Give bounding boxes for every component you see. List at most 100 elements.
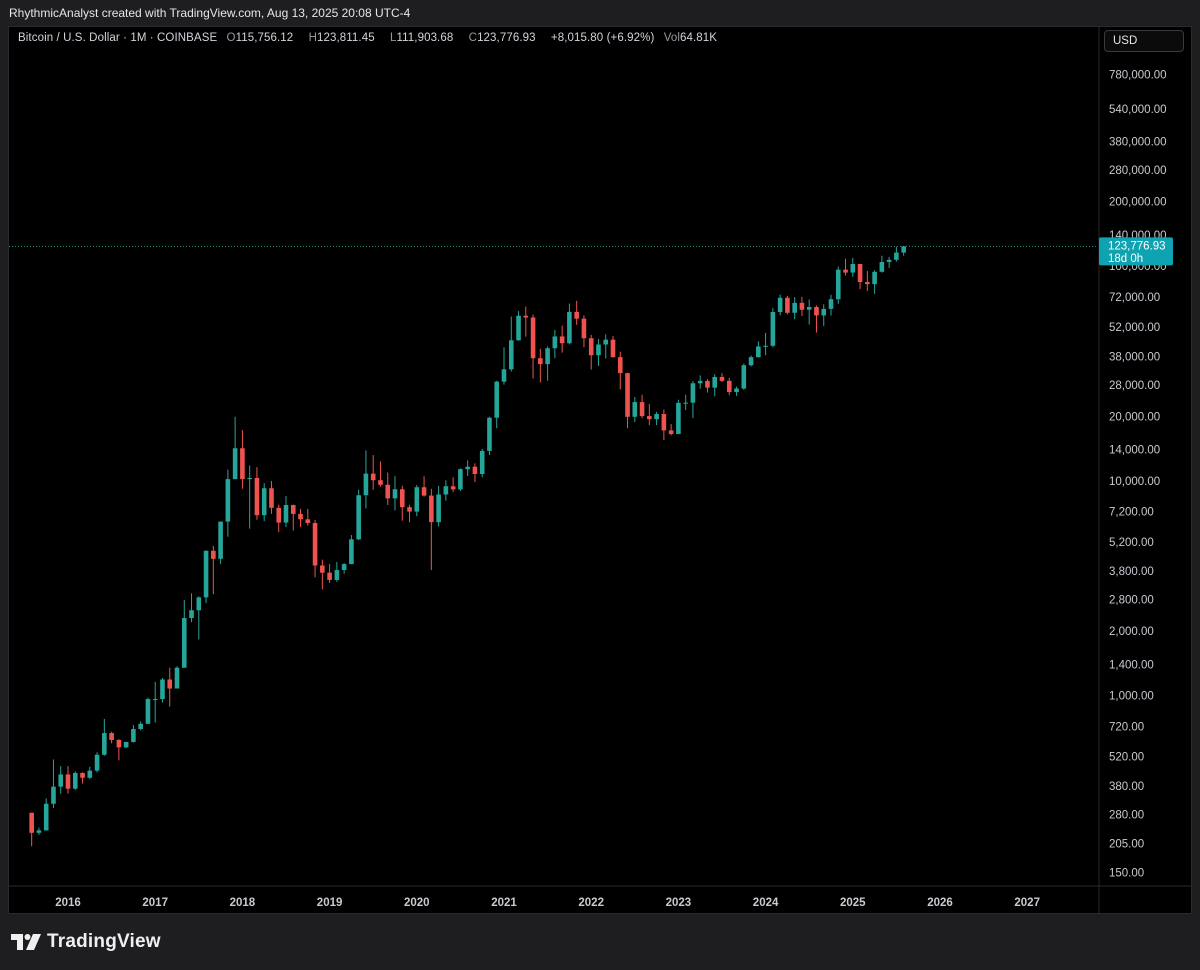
candle-body bbox=[167, 679, 173, 689]
candle bbox=[828, 294, 834, 316]
candle-body bbox=[545, 348, 550, 365]
candle bbox=[138, 721, 143, 731]
candle bbox=[625, 372, 630, 429]
chart-frame[interactable] bbox=[8, 26, 1192, 914]
candle-body bbox=[80, 772, 85, 778]
price-axis-tick: 3,800.00 bbox=[1109, 566, 1154, 578]
candle-body bbox=[552, 336, 558, 349]
candle bbox=[72, 771, 78, 790]
tradingview-logo-icon bbox=[11, 934, 41, 950]
candle bbox=[516, 311, 521, 341]
candle bbox=[639, 394, 645, 419]
candle-body bbox=[43, 803, 49, 831]
candle-body bbox=[806, 306, 812, 310]
candle-body bbox=[654, 414, 659, 420]
candle bbox=[901, 246, 906, 256]
candle-body bbox=[429, 495, 434, 523]
candle bbox=[305, 509, 311, 526]
candle-body bbox=[559, 336, 565, 344]
candle bbox=[545, 346, 550, 381]
time-axis-tick: 2024 bbox=[753, 897, 779, 909]
candle bbox=[109, 731, 114, 744]
candle-body bbox=[712, 376, 718, 388]
candle bbox=[429, 488, 434, 570]
last-price-value: 123,776.93 bbox=[1108, 240, 1166, 252]
candle bbox=[501, 347, 507, 385]
candle-body bbox=[676, 402, 681, 434]
candle-body bbox=[181, 618, 187, 668]
candle-body bbox=[131, 728, 136, 742]
candle-body bbox=[705, 380, 710, 388]
brand-name: TradingView bbox=[47, 931, 161, 952]
candle bbox=[843, 258, 848, 276]
candle bbox=[232, 416, 238, 480]
candle bbox=[225, 469, 231, 537]
candle-body bbox=[160, 679, 165, 700]
candle bbox=[29, 812, 34, 847]
candle-body bbox=[886, 259, 892, 263]
candle bbox=[617, 351, 623, 390]
price-axis-tick: 720.00 bbox=[1109, 721, 1144, 733]
price-axis-tick: 2,000.00 bbox=[1109, 626, 1154, 638]
candle-body bbox=[109, 733, 114, 741]
candle bbox=[865, 271, 870, 292]
price-axis-tick: 205.00 bbox=[1109, 839, 1144, 851]
candle-body bbox=[726, 380, 732, 393]
candle bbox=[356, 489, 361, 541]
symbol-description[interactable]: Bitcoin / U.S. Dollar · 1M · COINBASE bbox=[18, 32, 218, 44]
change-value: +8,015.80 (+6.92%) bbox=[550, 32, 655, 44]
time-axis-tick: 2025 bbox=[840, 897, 866, 909]
candle-body bbox=[719, 376, 725, 381]
candle bbox=[131, 725, 136, 743]
candle bbox=[283, 496, 289, 528]
time-axis-tick: 2026 bbox=[927, 897, 953, 909]
candle bbox=[458, 468, 463, 492]
price-axis-tick: 520.00 bbox=[1109, 752, 1144, 764]
price-axis-tick: 780,000.00 bbox=[1109, 70, 1167, 82]
candle-body bbox=[29, 812, 34, 833]
tradingview-logo[interactable]: TradingView bbox=[11, 930, 161, 954]
currency-button[interactable]: USD bbox=[1104, 30, 1184, 52]
candle bbox=[203, 550, 209, 604]
candle-body bbox=[458, 469, 463, 490]
candle bbox=[879, 255, 885, 273]
candle-body bbox=[407, 507, 412, 512]
candle-body bbox=[312, 523, 318, 566]
candle bbox=[821, 304, 827, 327]
candle bbox=[36, 827, 42, 835]
candle-body bbox=[843, 269, 848, 273]
candle bbox=[196, 596, 202, 640]
attribution-bar: RhythmicAnalyst created with TradingView… bbox=[0, 0, 1200, 26]
candle-body bbox=[218, 521, 223, 559]
candle-body bbox=[763, 345, 768, 347]
candle-body bbox=[392, 489, 398, 499]
low-value: 111,903.68 bbox=[396, 32, 454, 44]
candle bbox=[814, 305, 819, 333]
candle-body bbox=[770, 312, 776, 346]
candle bbox=[276, 504, 282, 533]
candle-body bbox=[247, 477, 252, 480]
candle bbox=[51, 759, 56, 809]
candle-body bbox=[603, 339, 609, 345]
candle bbox=[588, 334, 594, 370]
price-axis-tick: 380,000.00 bbox=[1109, 137, 1167, 149]
candle bbox=[94, 752, 100, 773]
candle bbox=[734, 386, 739, 396]
candle bbox=[850, 257, 856, 277]
time-axis-tick: 2023 bbox=[666, 897, 692, 909]
candle bbox=[436, 485, 441, 527]
candle bbox=[676, 399, 681, 435]
price-axis-tick: 20,000.00 bbox=[1109, 411, 1160, 423]
candle bbox=[58, 766, 64, 794]
candle-body bbox=[748, 357, 754, 366]
candle-body bbox=[283, 504, 289, 523]
candle-body bbox=[683, 402, 688, 404]
candle-body bbox=[668, 430, 674, 434]
candle bbox=[654, 411, 659, 426]
candle bbox=[385, 472, 391, 505]
candle-body bbox=[320, 565, 325, 573]
volume-label: Vol bbox=[663, 32, 680, 44]
candle-body bbox=[152, 699, 158, 701]
candle-body bbox=[298, 513, 303, 520]
